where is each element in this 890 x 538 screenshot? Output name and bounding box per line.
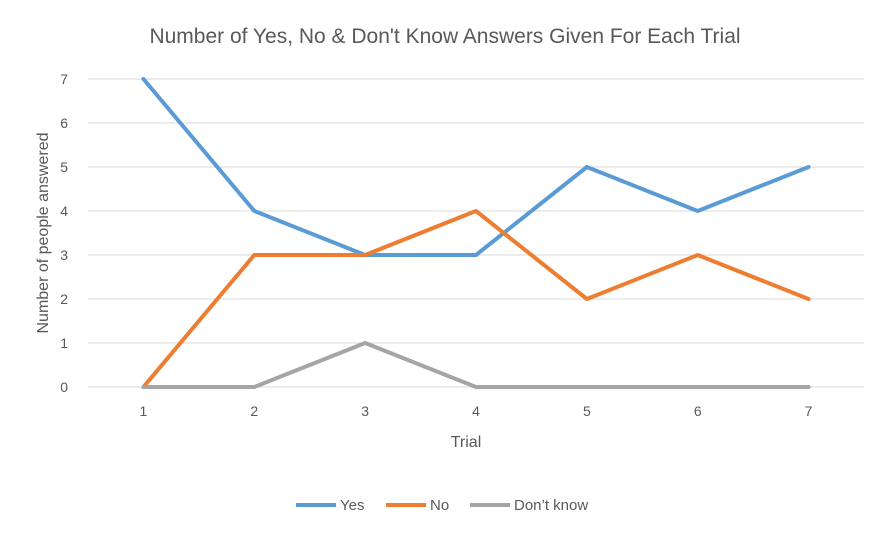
x-tick-label: 2	[250, 403, 258, 419]
y-axis-ticks: 0 1 2 3 4 5 6 7	[60, 71, 68, 395]
y-tick-label: 1	[60, 335, 68, 351]
x-tick-label: 4	[472, 403, 480, 419]
y-tick-label: 2	[60, 291, 68, 307]
series-lines	[141, 77, 811, 389]
x-axis-title: Trial	[451, 434, 482, 451]
legend-entry: Yes	[340, 497, 364, 514]
x-tick-label: 7	[805, 403, 813, 419]
series-line-2	[141, 341, 811, 389]
y-tick-label: 3	[60, 247, 68, 263]
y-tick-label: 7	[60, 71, 68, 87]
legend: Yes No Don’t know	[296, 497, 588, 514]
legend-entry: Don’t know	[514, 497, 588, 514]
x-tick-label: 1	[140, 403, 148, 419]
y-tick-label: 4	[60, 203, 68, 219]
legend-entry: No	[430, 497, 449, 514]
y-tick-label: 0	[60, 379, 68, 395]
y-tick-label: 6	[60, 115, 68, 131]
x-tick-label: 6	[694, 403, 702, 419]
gridlines	[88, 78, 864, 388]
series-line-1	[141, 209, 811, 389]
x-axis-ticks: 1 2 3 4 5 6 7	[140, 403, 813, 419]
y-tick-label: 5	[60, 159, 68, 175]
chart-title: Number of Yes, No & Don't Know Answers G…	[149, 25, 740, 48]
series-line-0	[141, 77, 811, 257]
y-axis-title: Number of people answered	[35, 132, 52, 333]
x-tick-label: 3	[361, 403, 369, 419]
x-tick-label: 5	[583, 403, 591, 419]
